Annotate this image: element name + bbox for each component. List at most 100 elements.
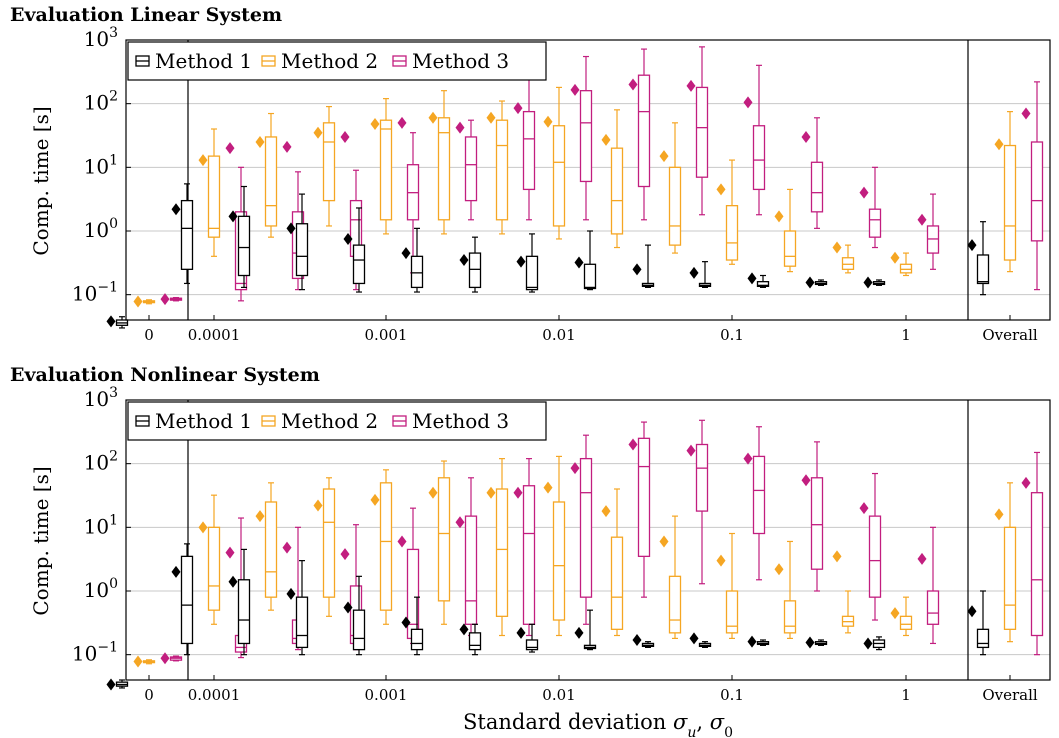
- box-iqr: [552, 125, 566, 227]
- box-method-3: [686, 419, 709, 585]
- box-iqr: [264, 136, 278, 227]
- mean-marker: [401, 616, 411, 629]
- mean-marker: [160, 652, 170, 665]
- box-method-1: [967, 590, 990, 656]
- legend-label: Method 3: [412, 49, 509, 73]
- mean-marker: [543, 115, 553, 128]
- legend-frame: [127, 401, 547, 441]
- box-iqr: [237, 215, 251, 277]
- mean-marker: [198, 521, 208, 534]
- mean-marker: [282, 140, 292, 153]
- box-method-3: [801, 441, 824, 592]
- mean-marker: [601, 505, 611, 518]
- mean-marker: [133, 655, 143, 668]
- mean-marker: [428, 111, 438, 124]
- mean-marker: [967, 605, 977, 618]
- legend-swatch: [135, 415, 150, 427]
- y-tick-labels: 10−1 100 101 102 103: [72, 385, 131, 666]
- mean-marker: [805, 636, 815, 649]
- y-tick-label: 10−1: [72, 640, 118, 666]
- mean-marker: [313, 499, 323, 512]
- mean-marker: [743, 96, 753, 109]
- mean-marker: [917, 213, 927, 226]
- mean-marker: [228, 210, 238, 223]
- x-tick-label: 0.001: [365, 686, 408, 704]
- box-iqr: [495, 488, 509, 617]
- mean-marker: [659, 150, 669, 163]
- mean-marker: [133, 295, 143, 308]
- y-axis-label: Comp. time [s]: [29, 106, 53, 255]
- box-iqr: [295, 223, 309, 277]
- mean-marker: [747, 635, 757, 648]
- mean-marker: [286, 222, 296, 235]
- mean-marker: [1021, 107, 1031, 120]
- box-method-1: [863, 276, 886, 289]
- box-method-1: [401, 596, 424, 656]
- box-iqr: [352, 609, 366, 651]
- x-tick-labels: 0 0.0001 0.001 0.01 0.1 1 Overall: [144, 315, 1038, 344]
- box-iqr: [495, 119, 509, 221]
- box-iqr: [264, 501, 278, 598]
- box-iqr: [610, 147, 624, 235]
- box-iqr: [841, 257, 855, 270]
- box-method-2: [832, 241, 855, 274]
- mean-marker: [516, 255, 526, 268]
- mean-marker: [513, 102, 523, 115]
- legend-item-method-1: Method 1: [135, 49, 252, 73]
- mean-marker: [832, 550, 842, 563]
- box-plots: [106, 46, 1044, 329]
- box-iqr: [783, 600, 797, 634]
- legend-swatch: [392, 55, 407, 67]
- mean-marker: [570, 462, 580, 475]
- mean-marker: [890, 251, 900, 264]
- box-method-2: [486, 458, 509, 637]
- legend-item-method-1: Method 1: [135, 409, 252, 433]
- box-method-1: [632, 244, 655, 289]
- y-tick-label: 101: [84, 512, 118, 538]
- box-method-3: [570, 55, 593, 221]
- box-method-2: [774, 188, 797, 273]
- mean-marker: [171, 565, 181, 578]
- separator-lines: [187, 40, 969, 320]
- box-method-3: [686, 46, 709, 216]
- x-tick-label: 0.0001: [188, 326, 241, 344]
- box-method-1: [343, 207, 366, 293]
- box-iqr: [522, 485, 536, 625]
- mean-marker: [632, 263, 642, 276]
- box-method-3: [628, 421, 651, 598]
- y-tick-label: 103: [84, 25, 118, 51]
- mean-marker: [801, 474, 811, 487]
- box-method-2: [255, 112, 278, 238]
- box-method-3: [570, 434, 593, 625]
- box-method-3: [859, 472, 882, 621]
- mean-marker: [917, 552, 927, 565]
- box-method-2: [601, 109, 624, 249]
- box-iqr: [899, 263, 913, 274]
- box-iqr: [695, 86, 709, 178]
- box-method-1: [516, 233, 539, 293]
- box-method-1: [171, 543, 194, 656]
- mean-marker: [343, 601, 353, 614]
- mean-marker: [516, 626, 526, 639]
- box-method-2: [198, 494, 221, 625]
- x-tick-label: 0.0001: [188, 686, 241, 704]
- box-method-2: [543, 86, 566, 240]
- box-iqr: [180, 555, 194, 645]
- box-iqr: [379, 482, 393, 611]
- x-tick-label: 0.1: [720, 326, 744, 344]
- box-method-1: [106, 315, 129, 329]
- box-method-3: [513, 458, 536, 637]
- box-method-2: [428, 90, 451, 235]
- legend-label: Method 2: [281, 409, 378, 433]
- mean-marker: [601, 133, 611, 146]
- box-method-2: [255, 482, 278, 611]
- mean-marker: [659, 535, 669, 548]
- box-method-2: [313, 105, 336, 227]
- y-tick-label: 100: [84, 576, 118, 602]
- x-tick-labels: 0 0.0001 0.001 0.01 0.1 1 Overall: [144, 675, 1038, 704]
- box-iqr: [868, 208, 882, 238]
- legend: Method 1 Method 2 Method 3: [127, 401, 547, 441]
- box-method-2: [133, 655, 156, 668]
- legend-swatch: [261, 415, 276, 427]
- box-iqr: [926, 590, 940, 625]
